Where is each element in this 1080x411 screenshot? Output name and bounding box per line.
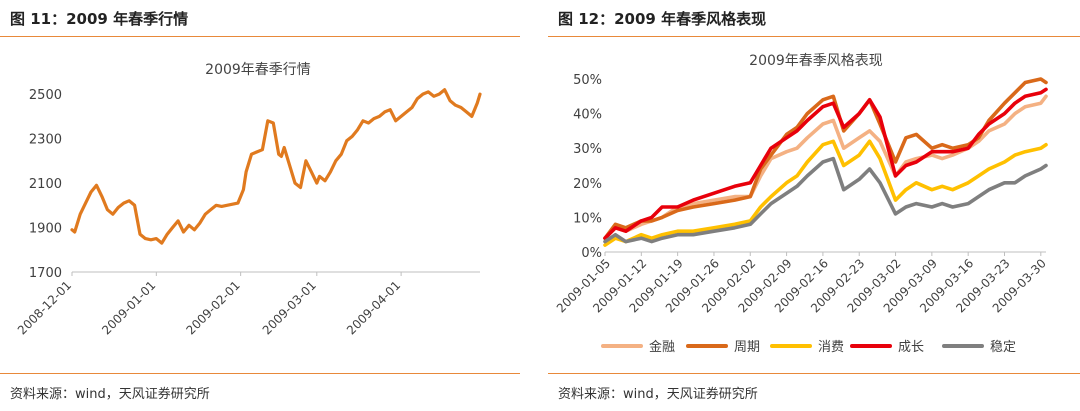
series-line-1 xyxy=(603,94,1048,240)
y-tick-label: 50% xyxy=(573,73,602,88)
x-tick-label: 2009-04-01 xyxy=(344,278,403,337)
y-tick-label: 2500 xyxy=(29,88,62,103)
y-tick-label: 1700 xyxy=(29,266,62,281)
y-tick-label: 20% xyxy=(573,177,602,192)
y-tick-label: 2100 xyxy=(29,177,62,192)
source-note: 资料来源：wind，天风证券研究所 xyxy=(10,387,210,402)
plot-area: 0%10%20%30%40%50%2009-01-052009-01-12200… xyxy=(554,73,1049,315)
y-tick-label: 40% xyxy=(573,108,602,123)
bottom-rule xyxy=(0,373,520,374)
legend-label: 成长 xyxy=(898,340,924,355)
index-line xyxy=(70,88,482,245)
x-tick-label: 2009-02-01 xyxy=(184,278,243,337)
legend: 金融 周期 消费 成长 稳定 xyxy=(601,339,1016,355)
series-line-4 xyxy=(603,87,1048,240)
top-rule xyxy=(548,36,1080,37)
y-tick-label: 0% xyxy=(581,246,602,261)
figure-title: 图 11：2009 年春季行情 xyxy=(10,10,189,28)
y-tick-label: 30% xyxy=(573,142,602,157)
legend-label: 稳定 xyxy=(990,339,1016,355)
top-rule xyxy=(0,36,520,37)
spring-market-chart: 2009年春季行情 1700 1900 2100 2300 2500 2008-12-01… xyxy=(15,62,482,337)
legend-label: 消费 xyxy=(818,340,844,355)
figure-12-panel: 图 12：2009 年春季风格表现 2009年春季风格表现 0% 10% 20% 30… xyxy=(548,0,1080,411)
source-note: 资料来源：wind，天风证券研究所 xyxy=(558,387,758,402)
plot-area: 1700 1900 2100 2300 2500 2008-12-01 2009-01-01… xyxy=(15,88,482,337)
figure-title: 图 12：2009 年春季风格表现 xyxy=(558,10,767,28)
legend-label: 周期 xyxy=(734,340,760,355)
chart-title: 2009年春季风格表现 xyxy=(749,53,883,69)
bottom-rule xyxy=(548,373,1080,374)
x-tick-label: 2008-12-01 xyxy=(15,278,74,337)
y-tick-label: 1900 xyxy=(29,222,62,237)
y-tick-label: 10% xyxy=(573,211,602,226)
x-tick-label: 2009-03-01 xyxy=(260,278,319,337)
figure-11-panel: 图 11：2009 年春季行情 2009年春季行情 1700 1900 2100 23… xyxy=(0,0,520,411)
style-performance-chart: 2009年春季风格表现 0%10%20%30%40%50%2009-01-052… xyxy=(554,53,1049,355)
legend-label: 金融 xyxy=(649,339,675,355)
y-tick-label: 2300 xyxy=(29,133,62,148)
series-line-3 xyxy=(603,139,1048,247)
x-tick-label: 2009-01-01 xyxy=(99,278,158,337)
series-line-5 xyxy=(603,156,1048,244)
chart-title: 2009年春季行情 xyxy=(205,62,311,78)
series-line-2 xyxy=(603,77,1048,240)
